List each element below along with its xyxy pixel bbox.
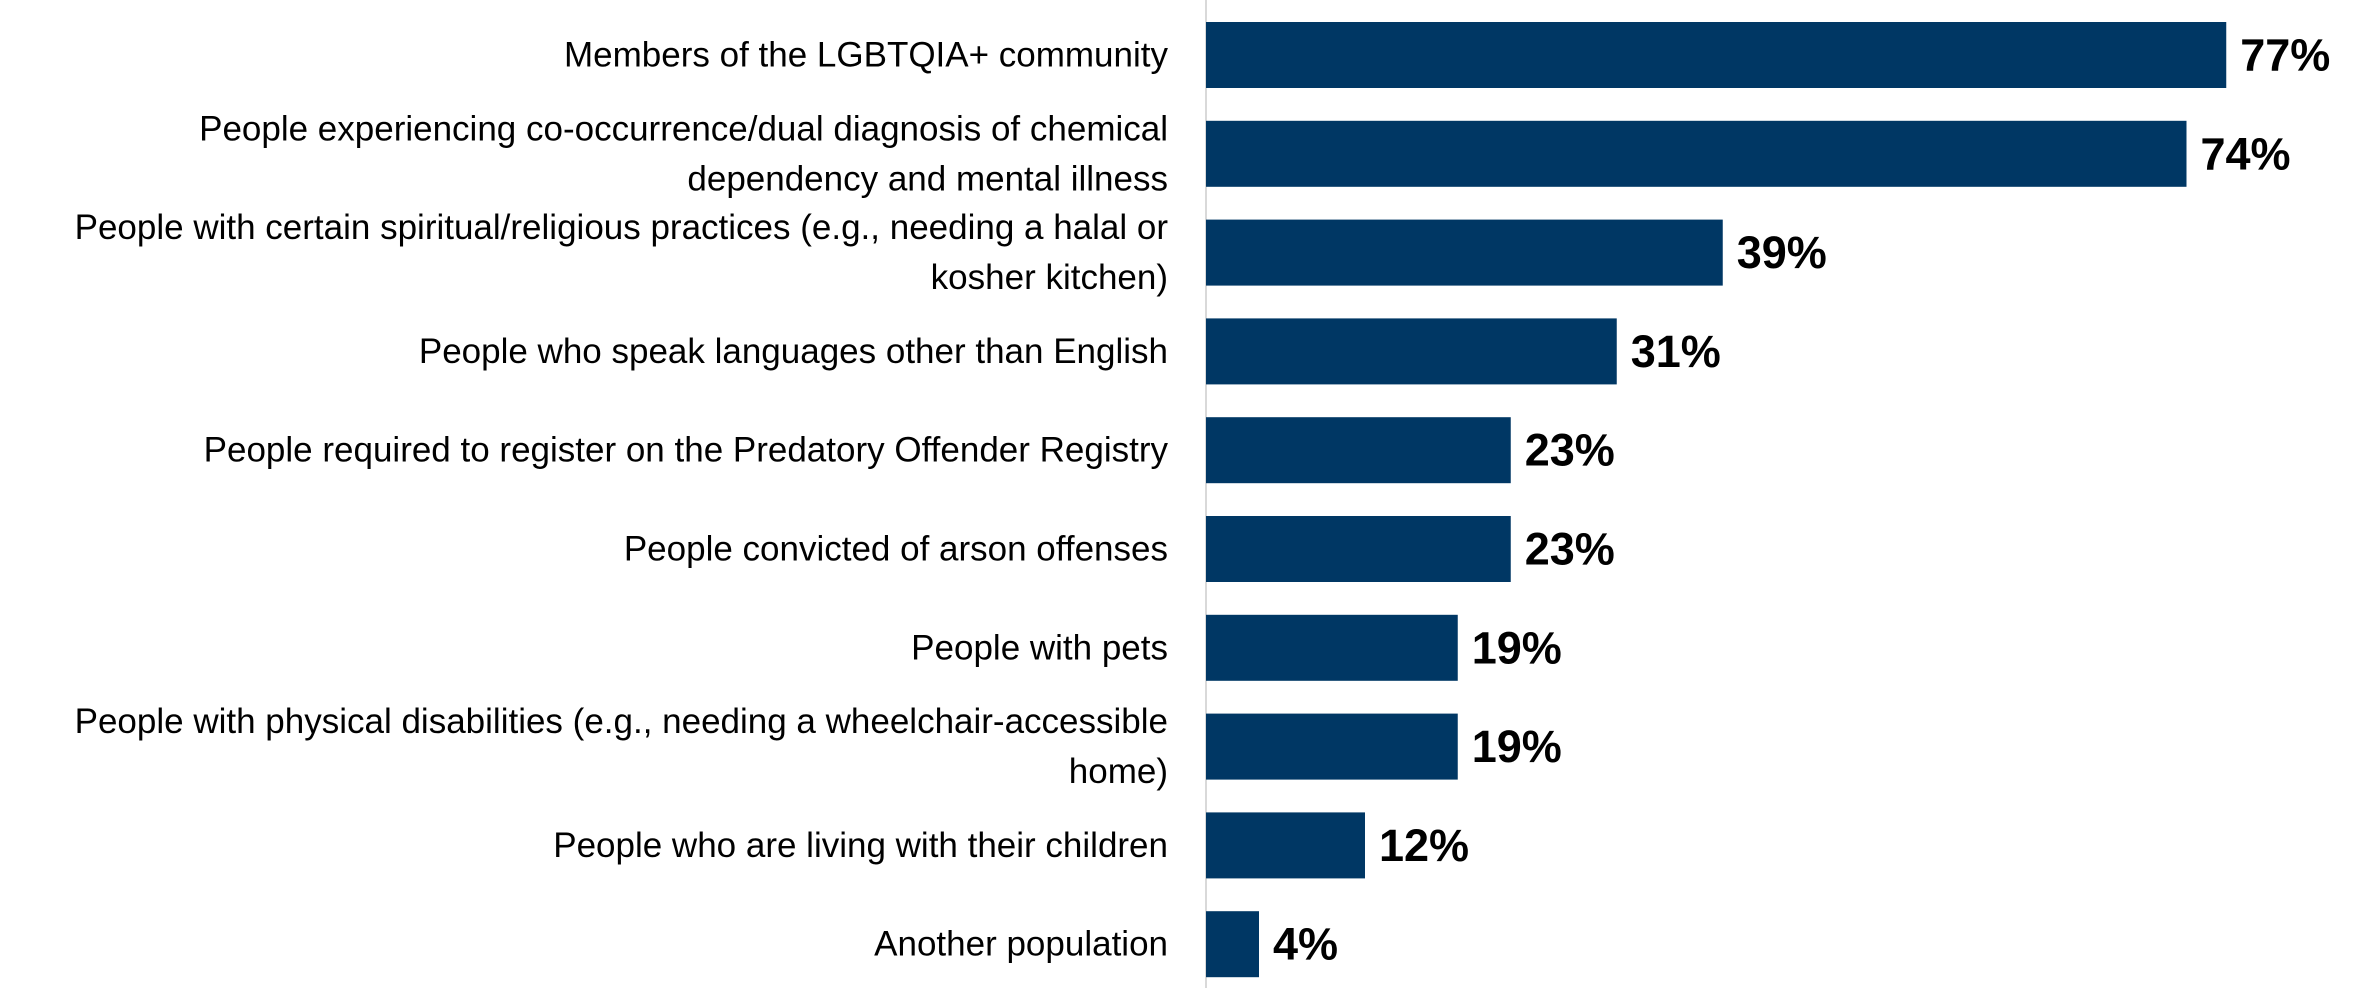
bar-2 bbox=[1206, 120, 2187, 187]
bar-4 bbox=[1206, 318, 1617, 385]
value-label-2: 74% bbox=[2201, 128, 2291, 179]
bar-6 bbox=[1206, 516, 1511, 582]
bar-9 bbox=[1206, 812, 1365, 879]
bar-8 bbox=[1206, 713, 1458, 780]
category-label-8: People with physical disabilities (e.g.,… bbox=[75, 702, 1168, 791]
value-label-10: 4% bbox=[1273, 919, 1338, 970]
category-label-line: Members of the LGBTQIA+ community bbox=[564, 36, 1168, 75]
value-label-7: 19% bbox=[1472, 622, 1562, 673]
category-label-line: home) bbox=[1069, 752, 1168, 791]
value-label-8: 19% bbox=[1472, 721, 1562, 772]
category-label-line: People with certain spiritual/religious … bbox=[75, 208, 1169, 247]
value-label-4: 31% bbox=[1631, 326, 1721, 377]
bar-7 bbox=[1206, 614, 1458, 681]
value-label-6: 23% bbox=[1525, 524, 1615, 575]
category-label-7: People with pets bbox=[911, 628, 1168, 667]
bar-5 bbox=[1206, 417, 1511, 484]
category-label-line: People with physical disabilities (e.g.,… bbox=[75, 702, 1168, 741]
bar-3 bbox=[1206, 219, 1723, 286]
value-label-5: 23% bbox=[1525, 425, 1615, 476]
category-label-5: People required to register on the Preda… bbox=[204, 431, 1169, 470]
value-label-1: 77% bbox=[2240, 30, 2330, 81]
category-label-line: People convicted of arson offenses bbox=[624, 530, 1168, 569]
bar-1 bbox=[1206, 22, 2227, 88]
bars-group bbox=[1206, 22, 2227, 978]
category-label-1: Members of the LGBTQIA+ community bbox=[564, 36, 1168, 75]
value-label-9: 12% bbox=[1379, 820, 1469, 871]
category-label-line: People who are living with their childre… bbox=[553, 826, 1168, 865]
category-label-10: Another population bbox=[874, 925, 1168, 964]
value-labels-group: 77%74%39%31%23%23%19%19%12%4% bbox=[1273, 30, 2330, 970]
category-label-line: kosher kitchen) bbox=[931, 258, 1168, 297]
category-label-line: People experiencing co-occurrence/dual d… bbox=[199, 109, 1168, 148]
category-label-6: People convicted of arson offenses bbox=[624, 530, 1168, 569]
category-label-3: People with certain spiritual/religious … bbox=[75, 208, 1169, 297]
category-labels-group: Members of the LGBTQIA+ community People … bbox=[75, 36, 1169, 964]
value-label-3: 39% bbox=[1737, 227, 1827, 278]
category-label-line: dependency and mental illness bbox=[687, 159, 1168, 198]
category-label-line: People with pets bbox=[911, 628, 1168, 667]
category-label-4: People who speak languages other than En… bbox=[419, 332, 1168, 371]
category-label-line: People required to register on the Preda… bbox=[204, 431, 1169, 470]
category-label-line: Another population bbox=[874, 925, 1168, 964]
bar-10 bbox=[1206, 911, 1259, 978]
category-label-9: People who are living with their childre… bbox=[553, 826, 1168, 865]
category-label-line: People who speak languages other than En… bbox=[419, 332, 1168, 371]
category-label-2: People experiencing co-occurrence/dual d… bbox=[199, 109, 1168, 198]
